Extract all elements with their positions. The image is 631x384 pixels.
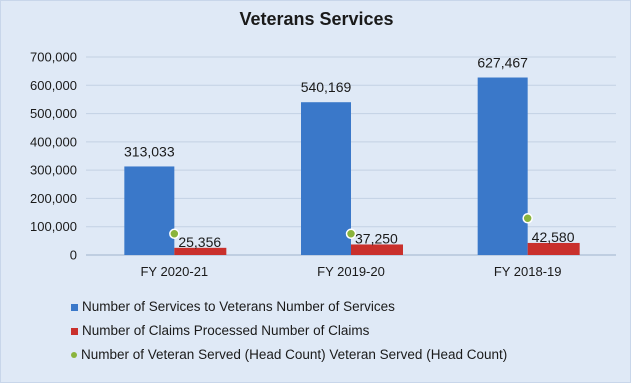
chart-legend: Number of Services to Veterans Number of… — [71, 295, 507, 367]
point-headcount — [169, 228, 180, 240]
legend-item: Number of Services to Veterans Number of… — [71, 295, 507, 319]
y-tick-label: 300,000 — [30, 163, 77, 178]
y-tick-label: 600,000 — [30, 78, 77, 93]
y-tick-label: 200,000 — [30, 191, 77, 206]
data-label-claims: 37,250 — [355, 230, 398, 246]
bar-services — [477, 77, 528, 255]
legend-item: Number of Claims Processed Number of Cla… — [71, 319, 507, 343]
legend-item: Number of Veteran Served (Head Count) Ve… — [71, 343, 507, 367]
bar-claims — [351, 244, 403, 255]
point-headcount — [345, 228, 357, 240]
y-tick-label: 400,000 — [30, 134, 77, 149]
y-tick-label: 700,000 — [30, 50, 77, 65]
legend-swatch — [71, 303, 78, 311]
bar-services — [301, 102, 351, 255]
y-tick-label: 500,000 — [30, 106, 77, 121]
bar-claims — [174, 247, 227, 255]
x-tick-label: FY 2018-19 — [494, 264, 562, 279]
legend-label: Number of Claims Processed Number of Cla… — [82, 323, 370, 338]
data-label-services: 627,467 — [477, 55, 528, 71]
y-tick-label: 0 — [70, 248, 77, 263]
data-label-services: 540,169 — [301, 79, 352, 95]
legend-label: Number of Services to Veterans Number of… — [82, 299, 395, 314]
x-tick-label: FY 2020-21 — [140, 264, 208, 279]
legend-label: Number of Veteran Served (Head Count) Ve… — [81, 347, 508, 362]
point-headcount — [522, 212, 533, 224]
legend-swatch — [71, 327, 78, 335]
data-label-services: 313,033 — [124, 143, 175, 159]
x-tick-label: FY 2019-20 — [317, 264, 385, 279]
y-tick-label: 100,000 — [30, 219, 77, 234]
data-label-claims: 25,356 — [178, 234, 221, 250]
data-label-claims: 42,580 — [532, 229, 575, 245]
bar-services — [124, 166, 175, 255]
legend-swatch — [71, 352, 77, 358]
chart-title: Veterans Services — [239, 9, 394, 29]
bar-claims — [527, 242, 580, 255]
